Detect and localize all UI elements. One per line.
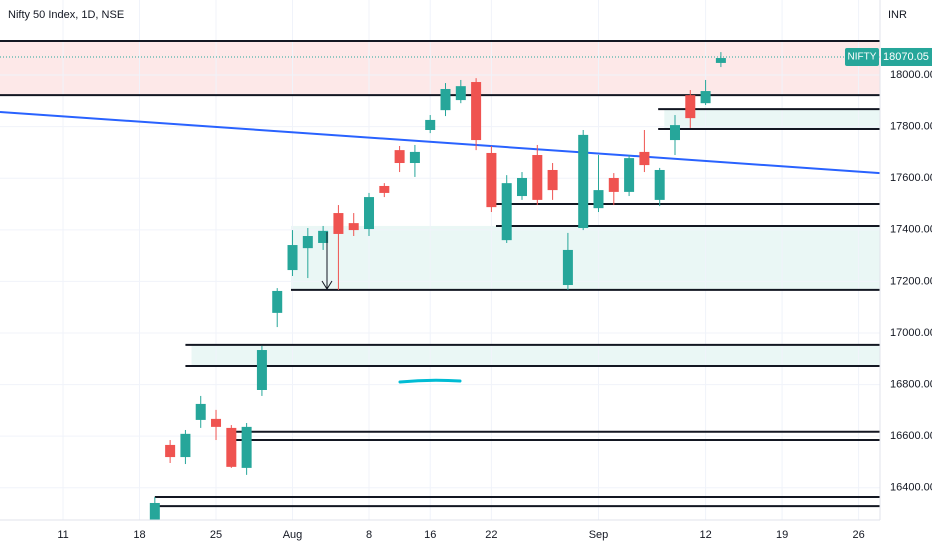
annotation-arrow-head: [321, 280, 333, 290]
candle-body: [517, 177, 528, 197]
y-tick-label: 17600.00: [890, 172, 932, 184]
y-tick-label: 17800.00: [890, 121, 932, 133]
zone: [290, 225, 880, 290]
candle-body: [425, 119, 436, 130]
annotation-stroke: [398, 378, 462, 384]
currency-label: INR: [888, 9, 907, 21]
candle-body: [241, 426, 252, 468]
x-tick-label: 26: [852, 529, 864, 541]
candle-body: [501, 183, 512, 241]
candle-body: [700, 91, 711, 104]
chart-title: Nifty 50 Index, 1D, NSE: [8, 9, 124, 21]
levels: [0, 40, 881, 508]
y-tick-label: 17000.00: [890, 327, 932, 339]
zone: [664, 109, 880, 129]
candle-body: [149, 502, 160, 520]
candle-body: [211, 418, 222, 427]
candle-body: [394, 150, 405, 164]
y-tick-label: 17400.00: [890, 224, 932, 236]
y-tick-label: 16800.00: [890, 378, 932, 390]
candle-body: [165, 444, 176, 458]
x-tick-label: Aug: [283, 529, 303, 541]
x-tick-label: 8: [366, 529, 372, 541]
candle-body: [715, 58, 726, 63]
x-tick-label: 19: [776, 529, 788, 541]
candle-body: [318, 230, 329, 243]
candle-body: [364, 197, 375, 230]
candle-body: [624, 158, 635, 192]
trend-line: [0, 110, 881, 175]
y-tick-label: 18000.00: [890, 69, 932, 81]
candle-body: [486, 152, 497, 208]
candle-body: [180, 433, 191, 458]
x-tick-label: 25: [210, 529, 222, 541]
candle-body: [608, 177, 619, 192]
candle-body: [409, 151, 420, 164]
candle-body: [333, 213, 344, 234]
candle-body: [440, 88, 451, 111]
y-tick-label: 16600.00: [890, 430, 932, 442]
y-tick-label: 16400.00: [890, 482, 932, 494]
candles: [149, 52, 726, 520]
zone: [191, 344, 880, 367]
x-tick-label: 22: [485, 529, 497, 541]
symbol-tag: [845, 47, 879, 66]
x-tick-label: 12: [699, 529, 711, 541]
candle-body: [654, 169, 665, 200]
candle-body: [348, 223, 359, 231]
candle-body: [302, 236, 313, 249]
candle-body: [455, 86, 466, 101]
candle-body: [287, 245, 298, 271]
candle-body: [226, 427, 237, 467]
candle-body: [639, 151, 650, 166]
candle-body: [471, 82, 482, 141]
y-tick-label: 17200.00: [890, 275, 932, 287]
zone: [0, 41, 880, 96]
candle-body: [669, 125, 680, 141]
axes: 16400.00 16600.00 16800.00 17000.00 17200.00…: [57, 47, 932, 541]
grid: [0, 0, 880, 520]
candle-body: [532, 155, 543, 200]
candle-body: [272, 290, 283, 313]
x-tick-label: 16: [424, 529, 436, 541]
candle-body: [256, 350, 267, 390]
candle-body: [593, 190, 604, 209]
last-price-label: 18070.05: [883, 51, 929, 63]
candle-body: [578, 134, 589, 229]
candle-body: [562, 249, 573, 286]
candle-body: [685, 95, 696, 119]
last-price-tag: [881, 47, 932, 66]
x-tick-label: Sep: [589, 529, 609, 541]
candle-body: [547, 169, 558, 191]
candle-body: [195, 403, 206, 420]
x-tick-label: 11: [57, 529, 68, 541]
x-tick-label: 18: [133, 529, 145, 541]
candle-body: [379, 185, 390, 193]
symbol-label: NIFTY: [848, 52, 877, 63]
